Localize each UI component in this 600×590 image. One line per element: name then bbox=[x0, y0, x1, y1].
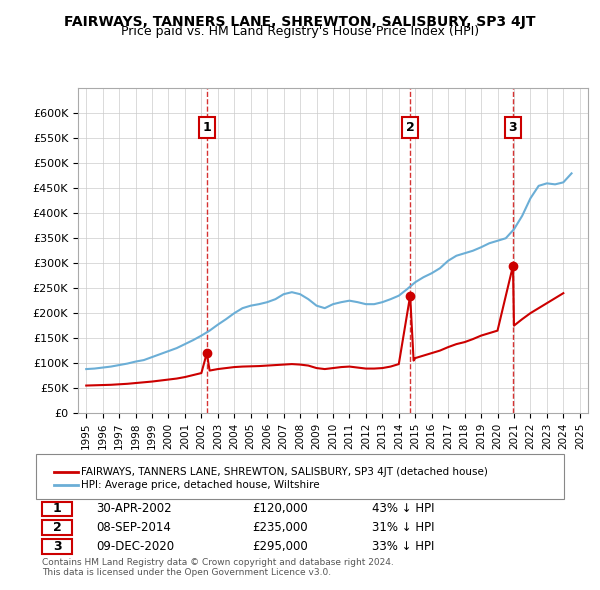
Text: 31% ↓ HPI: 31% ↓ HPI bbox=[372, 521, 434, 534]
Text: 30-APR-2002: 30-APR-2002 bbox=[96, 502, 172, 515]
Text: 09-DEC-2020: 09-DEC-2020 bbox=[96, 540, 174, 553]
Text: £120,000: £120,000 bbox=[252, 502, 308, 515]
Text: HPI: Average price, detached house, Wiltshire: HPI: Average price, detached house, Wilt… bbox=[81, 480, 320, 490]
Text: £235,000: £235,000 bbox=[252, 521, 308, 534]
Text: 33% ↓ HPI: 33% ↓ HPI bbox=[372, 540, 434, 553]
Text: FAIRWAYS, TANNERS LANE, SHREWTON, SALISBURY, SP3 4JT (detached house): FAIRWAYS, TANNERS LANE, SHREWTON, SALISB… bbox=[81, 467, 488, 477]
Text: 2: 2 bbox=[406, 121, 415, 134]
Text: FAIRWAYS, TANNERS LANE, SHREWTON, SALISBURY, SP3 4JT: FAIRWAYS, TANNERS LANE, SHREWTON, SALISB… bbox=[64, 15, 536, 29]
Text: 1: 1 bbox=[53, 502, 61, 515]
Text: Contains HM Land Registry data © Crown copyright and database right 2024.
This d: Contains HM Land Registry data © Crown c… bbox=[42, 558, 394, 577]
Text: 08-SEP-2014: 08-SEP-2014 bbox=[96, 521, 171, 534]
Text: 3: 3 bbox=[509, 121, 517, 134]
Text: £295,000: £295,000 bbox=[252, 540, 308, 553]
Text: 1: 1 bbox=[202, 121, 211, 134]
Text: 43% ↓ HPI: 43% ↓ HPI bbox=[372, 502, 434, 515]
Text: 2: 2 bbox=[53, 521, 61, 534]
Text: Price paid vs. HM Land Registry's House Price Index (HPI): Price paid vs. HM Land Registry's House … bbox=[121, 25, 479, 38]
Text: 3: 3 bbox=[53, 540, 61, 553]
